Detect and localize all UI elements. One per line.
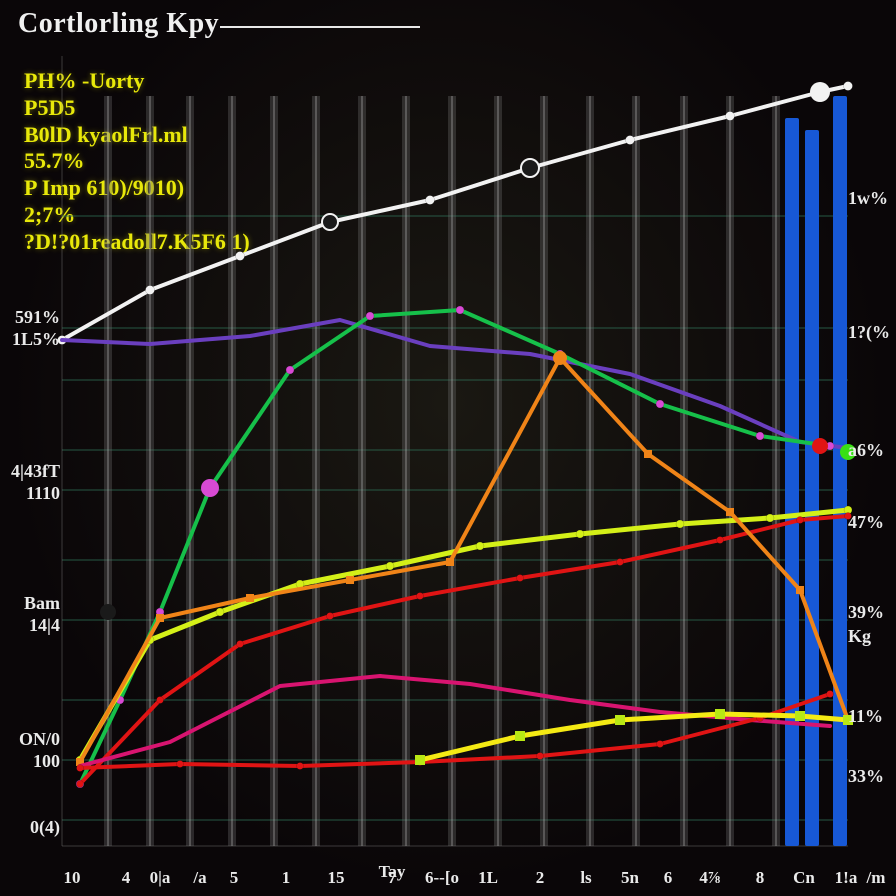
chart-canvas [0, 0, 896, 896]
marker [656, 400, 664, 408]
x-label: 2 [536, 868, 545, 888]
y-left-label: 100 [4, 752, 60, 771]
y-right-label: 47% [848, 512, 890, 533]
x-label: 4⅞ [699, 868, 720, 888]
y-right-label: 11% [848, 706, 890, 727]
accent-marker [553, 351, 567, 365]
marker [146, 286, 155, 295]
accent-marker [810, 82, 830, 102]
marker [476, 542, 484, 550]
x-label: 10 [64, 868, 81, 888]
marker [346, 576, 354, 584]
marker [446, 558, 454, 566]
marker [766, 514, 774, 522]
x-label: 5 [230, 868, 239, 888]
y-left-label: Bam [4, 594, 60, 613]
marker [246, 594, 254, 602]
x-label: 8 [756, 868, 765, 888]
x-axis-caption: Tay [379, 862, 406, 882]
marker [366, 312, 374, 320]
marker [796, 586, 804, 594]
marker [286, 366, 294, 374]
marker [297, 763, 304, 770]
marker [756, 432, 764, 440]
x-label: 5n [621, 868, 639, 888]
y-left-label: 4|43fT [4, 462, 60, 481]
bar [785, 118, 799, 846]
marker [844, 82, 853, 91]
accent-marker [322, 214, 338, 230]
x-label: 1 [282, 868, 291, 888]
marker [726, 508, 734, 516]
y-left-label: ON/0 [4, 730, 60, 749]
y-left-label: 591% [4, 308, 60, 327]
marker [216, 608, 224, 616]
y-left-label: 1L5% [4, 330, 60, 349]
bar [805, 130, 819, 846]
x-label: 6--[o [425, 868, 459, 888]
marker [576, 530, 584, 538]
marker [515, 731, 525, 741]
marker [726, 112, 735, 121]
marker [537, 753, 544, 760]
x-label: 4 [122, 868, 131, 888]
marker [797, 517, 804, 524]
marker [236, 252, 245, 261]
x-label: /a [193, 868, 206, 888]
marker [327, 613, 334, 620]
y-right-label: 33% [848, 766, 890, 787]
marker [386, 562, 394, 570]
x-label: 0|a [150, 868, 171, 888]
marker [795, 711, 805, 721]
y-left-label: 0(4) [4, 818, 60, 837]
marker [177, 761, 184, 768]
accent-marker [812, 438, 828, 454]
marker [617, 559, 624, 566]
x-label: 6 [664, 868, 673, 888]
marker [417, 593, 424, 600]
y-left-label: 1110 [4, 484, 60, 503]
y-right-label: 39% [848, 602, 890, 623]
accent-marker [521, 159, 539, 177]
marker [615, 715, 625, 725]
marker [415, 755, 425, 765]
accent-marker [201, 479, 219, 497]
marker [426, 196, 435, 205]
marker [156, 614, 164, 622]
y-right-label: a6% [848, 440, 890, 461]
marker [157, 697, 164, 704]
x-label: 15 [328, 868, 345, 888]
marker [676, 520, 684, 528]
y-right-label: 1?(% [848, 322, 890, 343]
marker [77, 765, 84, 772]
bar [833, 96, 847, 846]
y-left-label: 14|4 [4, 616, 60, 635]
marker [517, 575, 524, 582]
x-label: 1!a [835, 868, 858, 888]
marker [715, 709, 725, 719]
marker [827, 691, 834, 698]
marker [456, 306, 464, 314]
marker [237, 641, 244, 648]
x-label: Cn [793, 868, 815, 888]
marker [644, 450, 652, 458]
marker [626, 136, 635, 145]
y-right-label: Kg [848, 626, 890, 647]
x-label: ls [580, 868, 591, 888]
x-label: 1L [478, 868, 498, 888]
marker [77, 781, 84, 788]
accent-marker [100, 604, 116, 620]
marker [657, 741, 664, 748]
x-label: /m [867, 868, 886, 888]
y-right-label: 1w% [848, 188, 890, 209]
marker [717, 537, 724, 544]
